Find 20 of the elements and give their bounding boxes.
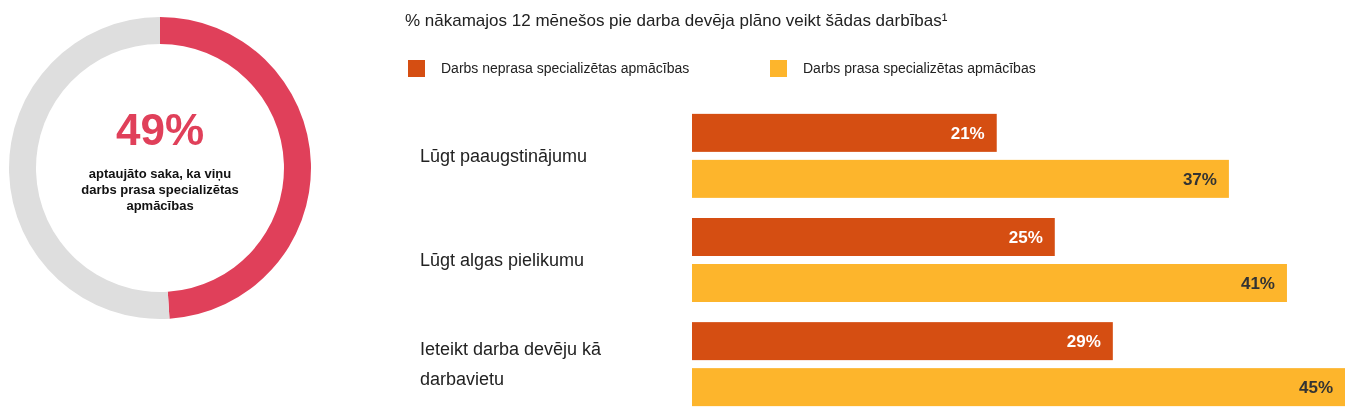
data-label: 49% [115, 105, 205, 154]
y-tick-label: Ieteikt darba devēju kā darbavietu [420, 339, 603, 390]
data-label: 37% [1182, 169, 1217, 189]
y-tick-label: Lūgt paaugstinājumu [420, 145, 588, 166]
legend-label: Darbs prasa specializētas apmācības [803, 60, 1036, 76]
data-label: 29% [1066, 332, 1101, 352]
bar [692, 159, 1229, 198]
data-label: 45% [1298, 378, 1333, 398]
data-label: 21% [950, 123, 985, 143]
data-label: 25% [1008, 228, 1043, 247]
data-label: 41% [1240, 274, 1275, 293]
y-tick-label: Lūgt algas pielikumu [420, 250, 585, 270]
bar [692, 264, 1287, 302]
text: aptaujāto saka, ka viņu darbs prasa specializētas apmācības [81, 166, 239, 213]
bar [692, 113, 997, 152]
chart-title: % nākamajos 12 mēnešos pie darba devēja plāno veikt šādas darbības¹ [405, 11, 948, 30]
legend-label: Darbs neprasa specializētas apmācības [441, 60, 690, 76]
bar [692, 368, 1345, 407]
bar [692, 218, 1055, 256]
bar [692, 322, 1113, 361]
